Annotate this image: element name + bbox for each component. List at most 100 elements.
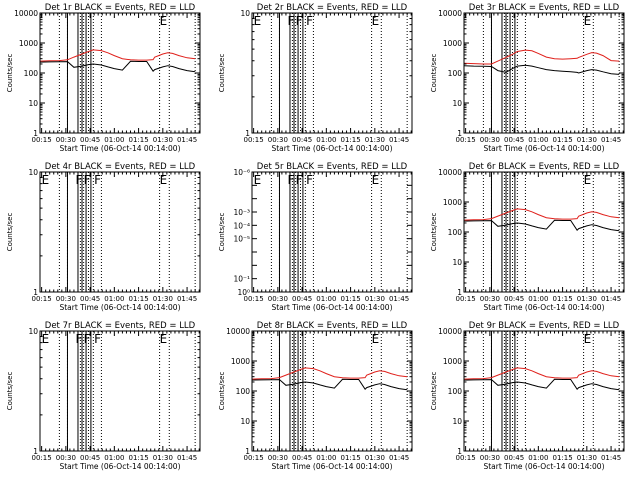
x-tick-label: 01:00 [316,295,336,303]
y-tick-label: 10⁻³ [233,208,250,217]
x-tick-label: 01:45 [177,454,197,462]
event-marker-label: F [306,14,313,28]
event-marker-label: F [296,14,303,28]
lld-series-line [463,367,620,380]
x-tick-label: 00:30 [480,454,500,462]
event-marker-label: F [84,173,91,187]
y-tick-label: 1 [457,288,462,297]
x-axis-label: Start Time (06-Oct-14 00:14:00) [483,144,604,153]
x-tick-label: 00:45 [504,136,524,144]
y-tick-label: 100 [24,69,39,78]
plot-frame [39,12,201,134]
event-marker-label: E [160,173,168,187]
y-axis-label: Counts/sec [6,54,14,93]
event-marker-label: F [76,173,83,187]
x-tick-label: 01:15 [552,454,572,462]
x-tick-label: 01:15 [340,295,360,303]
x-axis-label: Start Time (06-Oct-14 00:14:00) [271,462,392,471]
x-tick-label: 00:15 [32,295,52,303]
y-tick-label: 10000 [438,168,462,177]
panel-title: Det 4r BLACK = Events, RED = LLD [45,162,196,172]
event-marker-label: F [288,14,295,28]
y-tick-label: 10⁻⁵ [233,235,250,244]
plot-frame [463,171,625,293]
event-marker-label: E [160,332,168,346]
x-tick-label: 01:30 [577,295,597,303]
y-tick-label: 10⁻⁶ [233,168,250,177]
x-tick-label: 00:30 [480,136,500,144]
x-tick-label: 00:45 [504,454,524,462]
x-tick-label: 00:15 [244,136,264,144]
x-tick-label: 00:30 [480,295,500,303]
y-tick-label: 10⁻⁴ [233,221,250,230]
event-marker-label: F [296,173,303,187]
y-tick-label: 1 [33,129,38,138]
x-tick-label: 01:00 [528,295,548,303]
y-tick-label: 100 [236,387,251,396]
x-tick-label: 01:30 [153,295,173,303]
y-axis-label: Counts/sec [218,213,226,252]
event-marker-label: E [42,173,50,187]
x-tick-label: 00:15 [244,295,264,303]
x-tick-label: 00:15 [32,136,52,144]
y-tick-label: 1 [245,129,250,138]
event-marker-label: F [76,332,83,346]
x-tick-label: 00:15 [244,454,264,462]
x-tick-label: 00:30 [56,295,76,303]
x-tick-label: 01:15 [340,136,360,144]
event-marker-label: E [372,332,380,346]
x-tick-label: 01:15 [128,295,148,303]
x-tick-label: 00:45 [80,295,100,303]
y-tick-label: 1000 [443,198,462,207]
x-tick-label: 00:45 [504,295,524,303]
x-tick-label: 00:30 [268,295,288,303]
x-tick-label: 00:30 [268,454,288,462]
x-tick-label: 01:45 [601,295,621,303]
x-tick-label: 01:00 [316,136,336,144]
event-marker-label: E [584,14,592,28]
x-tick-label: 00:15 [456,454,476,462]
y-tick-label: 10⁻¹ [233,275,250,284]
y-tick-label: 100 [448,387,463,396]
y-tick-label: 100 [448,228,463,237]
y-tick-label: 10 [28,168,38,177]
plot-frame [39,171,201,293]
event-marker-label: E [372,173,380,187]
y-tick-label: 1000 [443,357,462,366]
lld-series-line [251,367,408,380]
y-tick-label: 10 [452,258,462,267]
plot-frame [463,12,625,134]
y-tick-label: 10000 [438,9,462,18]
plot-frame [251,12,413,134]
x-axis-label: Start Time (06-Oct-14 00:14:00) [483,462,604,471]
y-axis-label: Counts/sec [430,372,438,411]
x-tick-label: 00:15 [456,136,476,144]
x-tick-label: 01:00 [104,454,124,462]
plot-frame [39,330,201,452]
panel-title: Det 3r BLACK = Events, RED = LLD [469,3,620,13]
y-tick-label: 1 [457,447,462,456]
y-tick-label: 1 [33,288,38,297]
event-marker-label: F [84,332,91,346]
y-tick-label: 100 [448,69,463,78]
x-tick-label: 01:15 [128,454,148,462]
events-series-line [251,378,408,391]
event-marker-label: E [584,332,592,346]
y-tick-label: 10 [28,327,38,336]
x-tick-label: 00:45 [292,454,312,462]
x-tick-label: 01:45 [177,295,197,303]
x-axis-label: Start Time (06-Oct-14 00:14:00) [59,144,180,153]
plot-frame [251,330,413,452]
lld-series-line [463,208,620,221]
y-tick-label: 1000 [231,357,250,366]
lld-series-line [39,49,196,62]
